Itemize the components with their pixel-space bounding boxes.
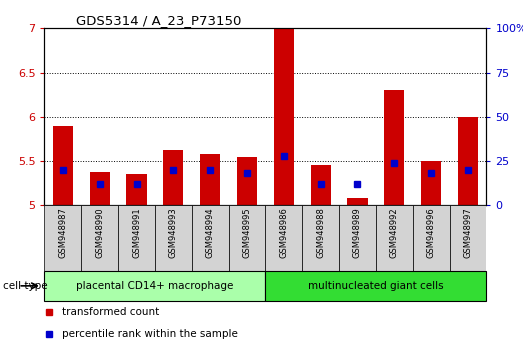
Bar [376,205,413,271]
Bar [384,90,404,205]
Bar [450,205,486,271]
Bar [311,166,331,205]
Text: GSM948987: GSM948987 [59,207,67,258]
Text: GSM948990: GSM948990 [95,207,104,258]
Bar [421,161,441,205]
Bar [274,28,294,205]
Bar [81,205,118,271]
Text: GSM948991: GSM948991 [132,207,141,258]
Bar [347,198,368,205]
Bar [155,205,192,271]
Text: cell type: cell type [3,281,47,291]
Bar [192,205,229,271]
Text: GSM948986: GSM948986 [279,207,288,258]
Text: GSM948992: GSM948992 [390,207,399,258]
Text: GSM948996: GSM948996 [427,207,436,258]
Bar [118,205,155,271]
Bar [53,126,73,205]
Text: placental CD14+ macrophage: placental CD14+ macrophage [76,281,234,291]
Text: GDS5314 / A_23_P73150: GDS5314 / A_23_P73150 [76,14,241,27]
Text: percentile rank within the sample: percentile rank within the sample [62,329,238,339]
Text: GSM948994: GSM948994 [206,207,214,258]
Text: multinucleated giant cells: multinucleated giant cells [308,281,444,291]
Bar [237,157,257,205]
Bar [44,205,81,271]
Bar [200,154,220,205]
Bar [266,271,486,301]
Bar [163,150,184,205]
Text: GSM948989: GSM948989 [353,207,362,258]
Bar [89,172,110,205]
Bar [302,205,339,271]
Bar [458,117,478,205]
Text: GSM948988: GSM948988 [316,207,325,258]
Text: GSM948995: GSM948995 [243,207,252,258]
Text: GSM948997: GSM948997 [463,207,472,258]
Bar [127,175,146,205]
Text: GSM948993: GSM948993 [169,207,178,258]
Bar [413,205,450,271]
Text: transformed count: transformed count [62,307,160,318]
Bar [339,205,376,271]
Bar [229,205,266,271]
Bar [44,271,266,301]
Bar [266,205,302,271]
